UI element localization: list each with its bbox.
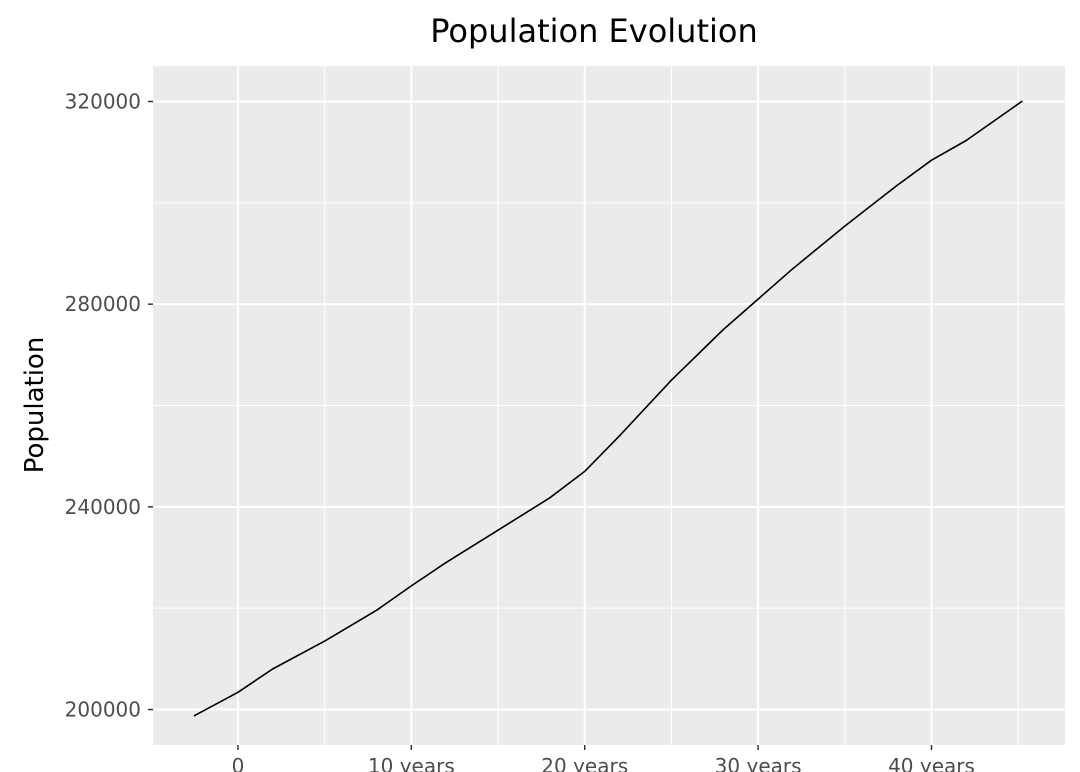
population-data-point [757, 298, 759, 300]
x-tick-label: 0 [232, 754, 245, 772]
minor-gridlines [153, 66, 1065, 745]
population-data-point [237, 691, 239, 694]
x-tick-label: 10 years [368, 754, 455, 772]
population-data-point [792, 267, 794, 270]
population-data-point [670, 379, 673, 382]
population-data-point [323, 640, 326, 642]
population-data-point [1020, 100, 1023, 103]
y-tick-label: 240000 [65, 495, 141, 519]
population-data-point [445, 561, 447, 564]
x-tick-label: 20 years [541, 754, 628, 772]
population-data-point [583, 470, 586, 473]
population-data-point [965, 139, 967, 142]
major-gridlines [153, 66, 1065, 745]
y-axis-title: Population [20, 337, 50, 474]
population-data-point [193, 714, 196, 717]
y-tick-label: 320000 [65, 89, 141, 113]
population-series-line [193, 100, 1023, 717]
series-layer [193, 100, 1023, 717]
x-axis-ticks: 0 10 years 20 years 30 years 40 years [232, 745, 975, 772]
population-data-point [930, 159, 933, 161]
chart-title: Population Evolution [430, 12, 758, 50]
x-tick-label: 30 years [715, 754, 802, 772]
population-data-point [271, 668, 274, 670]
population-data-point [896, 184, 898, 187]
population-data-point [410, 585, 413, 587]
population-data-point [549, 496, 551, 499]
y-tick-label: 280000 [65, 292, 141, 316]
y-axis-ticks: 200000 240000 280000 320000 [65, 89, 153, 722]
population-data-point [844, 225, 846, 227]
y-tick-label: 200000 [65, 698, 141, 722]
x-tick-label: 40 years [888, 754, 975, 772]
population-data-point [497, 529, 499, 531]
population-data-point [375, 609, 378, 611]
population-data-point [618, 435, 621, 437]
population-data-point [722, 328, 725, 331]
